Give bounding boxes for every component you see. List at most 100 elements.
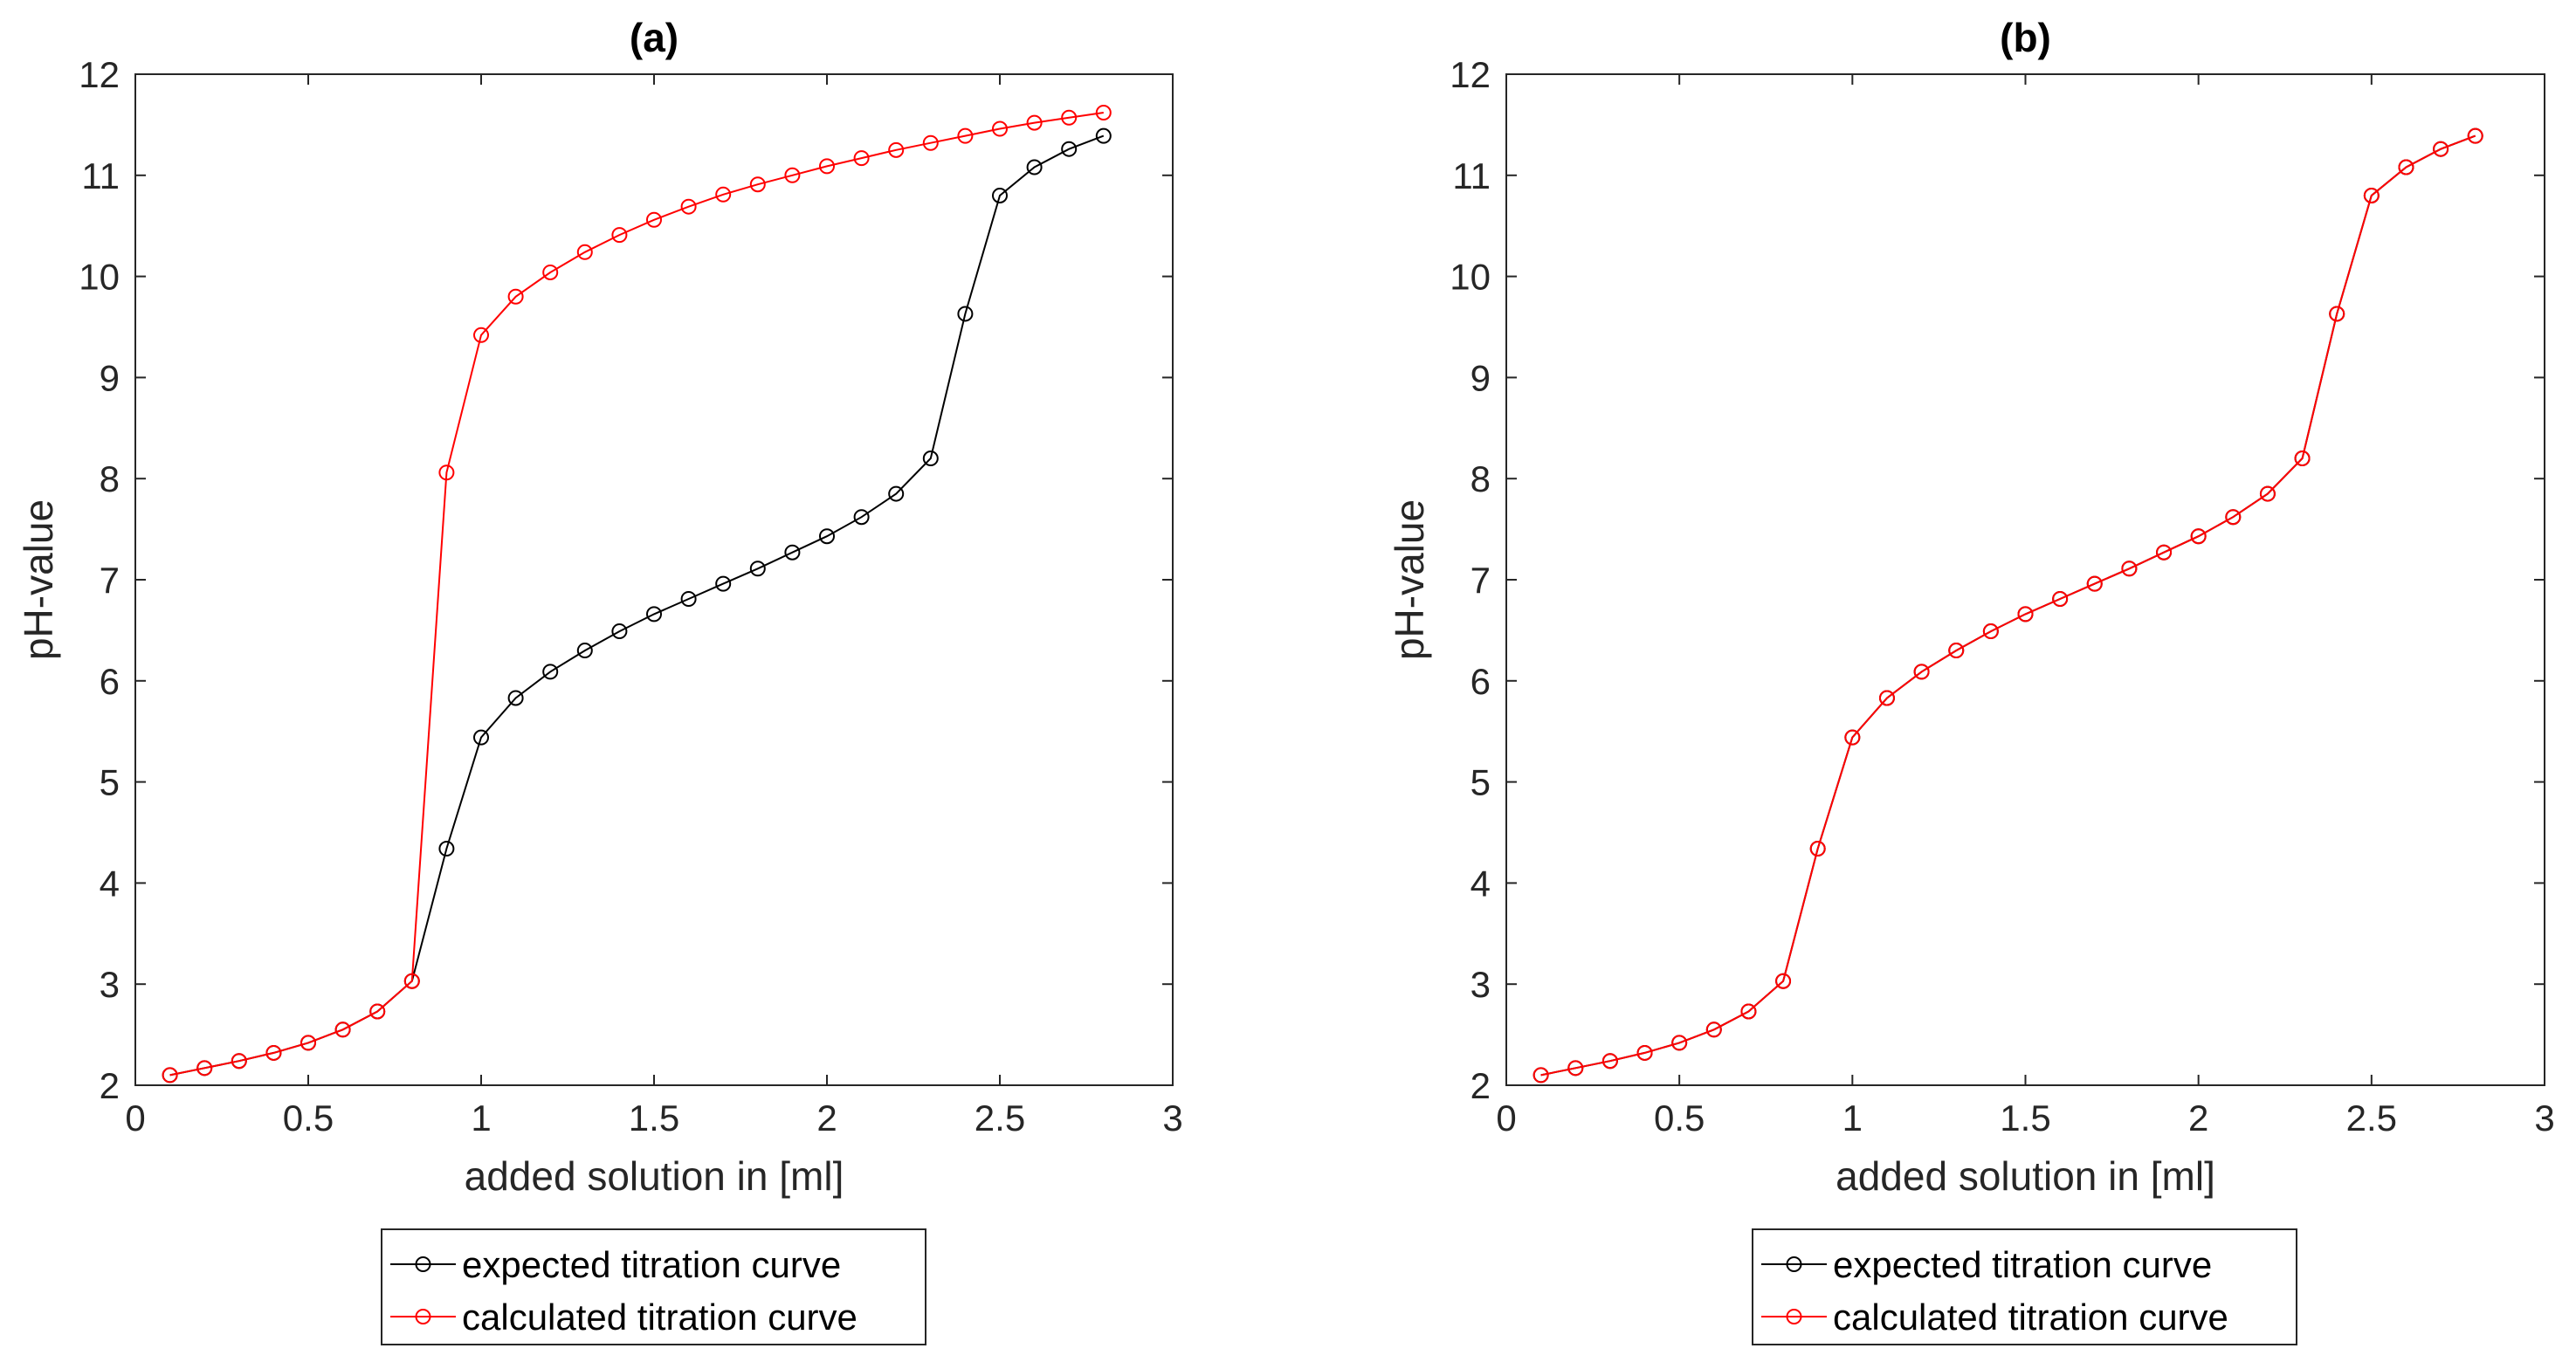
data-point bbox=[1982, 623, 1999, 640]
data-point bbox=[680, 198, 697, 215]
data-point bbox=[2433, 141, 2449, 157]
x-tick-label: 0 bbox=[1496, 1097, 1516, 1139]
plot-area bbox=[134, 73, 1174, 1086]
data-point bbox=[507, 288, 524, 305]
data-point bbox=[749, 176, 766, 193]
data-point bbox=[369, 1003, 386, 1020]
data-point bbox=[1636, 1044, 1653, 1061]
data-point bbox=[542, 264, 559, 280]
y-tick-label: 6 bbox=[100, 661, 120, 702]
data-point bbox=[1061, 141, 1078, 157]
data-point bbox=[611, 227, 628, 244]
data-point bbox=[1671, 1035, 1688, 1051]
data-point bbox=[957, 127, 974, 144]
y-tick-label: 12 bbox=[79, 54, 120, 95]
legend: expected titration curve calculated titra… bbox=[1752, 1228, 2297, 1345]
data-point bbox=[1740, 1003, 1757, 1020]
data-point bbox=[2259, 485, 2276, 502]
data-point bbox=[646, 211, 662, 228]
data-point bbox=[1948, 643, 1965, 659]
data-point bbox=[819, 158, 835, 175]
legend-swatch-marker bbox=[415, 1309, 431, 1324]
data-point bbox=[1913, 664, 1930, 680]
data-point bbox=[1061, 109, 1078, 126]
chart-title: (a) bbox=[630, 15, 678, 60]
data-point bbox=[473, 327, 489, 343]
x-tick-label: 3 bbox=[2534, 1097, 2554, 1139]
data-point bbox=[992, 120, 1008, 137]
y-tick-label: 9 bbox=[1471, 357, 1491, 398]
y-tick-label: 7 bbox=[100, 560, 120, 601]
y-tick-label: 6 bbox=[1471, 661, 1491, 702]
data-point bbox=[2190, 528, 2207, 545]
data-point bbox=[2225, 509, 2242, 526]
data-point bbox=[2052, 591, 2069, 608]
x-tick-label: 0.5 bbox=[283, 1097, 334, 1139]
y-tick-label: 10 bbox=[1450, 257, 1491, 298]
data-point bbox=[265, 1044, 282, 1061]
data-point bbox=[1026, 114, 1043, 131]
series-line bbox=[1540, 134, 2476, 1077]
y-tick-label: 11 bbox=[81, 155, 120, 196]
series-calculated bbox=[1533, 127, 2483, 1084]
data-point bbox=[888, 485, 905, 502]
x-tick-label: 2 bbox=[816, 1097, 837, 1139]
x-tick-label: 0 bbox=[125, 1097, 145, 1139]
y-tick-label: 2 bbox=[100, 1065, 120, 1106]
x-tick-label: 1.5 bbox=[629, 1097, 679, 1139]
data-point bbox=[162, 1067, 178, 1084]
data-point bbox=[992, 187, 1008, 203]
data-point bbox=[784, 544, 801, 561]
x-tick-label: 0.5 bbox=[1654, 1097, 1705, 1139]
chart-panel-a: 0 0.5 1 1.5 2 2.5 3 2 3 4 5 6 7 8 9 10 11 12 (a) added solu… bbox=[16, 15, 1183, 1345]
data-point bbox=[231, 1053, 247, 1070]
y-tick-label: 8 bbox=[100, 458, 120, 499]
data-point bbox=[334, 1022, 351, 1038]
y-tick-label: 4 bbox=[100, 863, 120, 904]
data-point bbox=[2398, 159, 2414, 175]
y-tick-label: 11 bbox=[1452, 155, 1491, 196]
legend-box bbox=[1752, 1228, 2297, 1345]
data-point bbox=[2329, 306, 2345, 322]
data-point bbox=[542, 664, 559, 680]
data-point bbox=[646, 606, 662, 623]
x-tick-label: 2.5 bbox=[2346, 1097, 2397, 1139]
data-point bbox=[438, 464, 455, 481]
legend-label: expected titration curve bbox=[1833, 1244, 2212, 1285]
legend-swatch-marker bbox=[1786, 1256, 1802, 1272]
y-tick-label: 5 bbox=[100, 762, 120, 803]
y-tick-label: 2 bbox=[1471, 1065, 1491, 1106]
legend-box bbox=[381, 1228, 926, 1345]
data-point bbox=[403, 973, 420, 989]
data-point bbox=[2086, 575, 2103, 592]
data-point bbox=[1026, 159, 1043, 175]
data-point bbox=[853, 150, 870, 167]
x-tick-label: 3 bbox=[1162, 1097, 1182, 1139]
x-tick-label: 2 bbox=[2188, 1097, 2208, 1139]
data-point bbox=[784, 167, 801, 183]
data-point bbox=[611, 623, 628, 640]
data-point bbox=[1601, 1053, 1618, 1070]
data-point bbox=[1095, 105, 1112, 121]
plot-area bbox=[1505, 73, 2545, 1086]
x-tick-label: 2.5 bbox=[975, 1097, 1025, 1139]
x-tick-label: 1 bbox=[471, 1097, 491, 1139]
y-tick-label: 3 bbox=[100, 964, 120, 1005]
y-tick-label: 8 bbox=[1471, 458, 1491, 499]
y-tick-label: 7 bbox=[1471, 560, 1491, 601]
legend-swatch-marker bbox=[415, 1256, 431, 1272]
data-point bbox=[1878, 690, 1895, 706]
data-point bbox=[196, 1060, 213, 1077]
data-point bbox=[819, 528, 835, 545]
y-tick-label: 10 bbox=[79, 257, 120, 298]
y-tick-label: 5 bbox=[1471, 762, 1491, 803]
data-point bbox=[957, 306, 974, 322]
y-tick-label: 4 bbox=[1471, 863, 1491, 904]
legend: expected titration curve calculated titra… bbox=[381, 1228, 926, 1345]
data-point bbox=[1775, 973, 1792, 989]
data-point bbox=[1533, 1067, 1549, 1084]
data-point bbox=[2467, 127, 2483, 144]
data-point bbox=[300, 1035, 316, 1051]
data-point bbox=[888, 141, 905, 158]
data-point bbox=[2363, 187, 2380, 203]
